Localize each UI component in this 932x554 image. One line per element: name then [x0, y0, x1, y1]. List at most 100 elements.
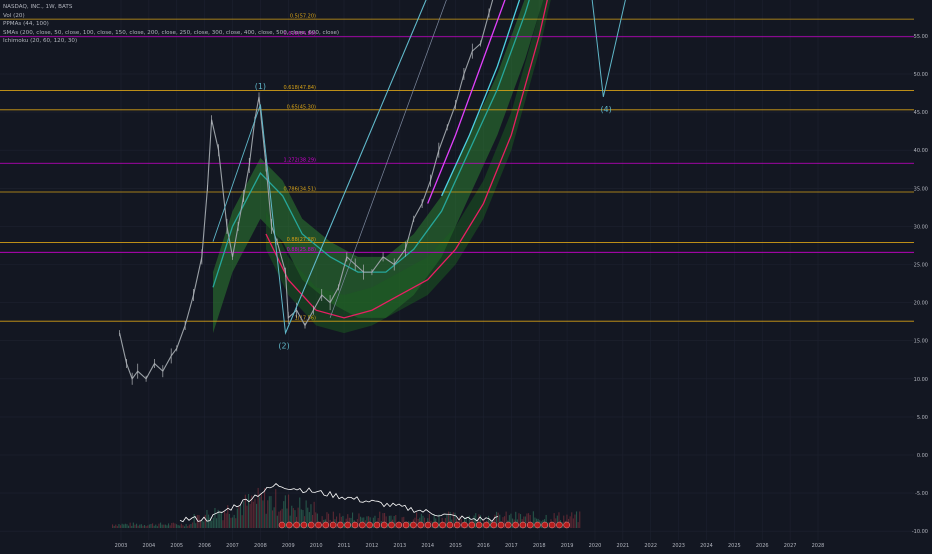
- volume-bar: [150, 523, 152, 528]
- volume-bar: [148, 524, 150, 528]
- volume-bar: [140, 524, 142, 528]
- event-marker: [380, 521, 388, 529]
- volume-bar: [416, 512, 418, 528]
- indicator-smas[interactable]: SMAs (200, close, 50, close, 100, close,…: [3, 29, 340, 36]
- event-marker: [461, 521, 468, 529]
- volume-bar: [171, 522, 173, 528]
- indicator-ppmas[interactable]: PPMAs (44, 100): [3, 21, 49, 28]
- volume-bar: [257, 487, 259, 528]
- x-tick-label: 2024: [700, 543, 713, 549]
- volume-bar: [446, 514, 448, 528]
- volume-bar: [264, 488, 266, 528]
- event-marker: [307, 521, 315, 529]
- x-tick-label: 2016: [477, 543, 490, 549]
- event-marker: [373, 521, 381, 529]
- event-marker: [410, 521, 417, 529]
- y-tick-label: 0.00: [917, 453, 928, 459]
- x-tick-label: 2026: [756, 543, 769, 549]
- volume-bar: [512, 518, 514, 528]
- volume-bar: [212, 517, 214, 528]
- volume-bar: [459, 516, 461, 528]
- volume-bar: [168, 523, 170, 528]
- volume-bar: [248, 493, 250, 528]
- volume-bar: [260, 493, 262, 528]
- volume-bar: [225, 513, 227, 528]
- trend-line: [329, 0, 447, 318]
- volume-bar: [524, 516, 526, 528]
- volume-bar: [203, 521, 205, 528]
- volume-bar: [545, 514, 547, 528]
- volume-bar: [180, 523, 182, 528]
- volume-bar: [227, 505, 229, 528]
- volume-bar: [137, 525, 139, 528]
- volume-bar: [401, 517, 403, 528]
- volume-bar: [577, 522, 579, 528]
- x-tick-label: 2003: [115, 543, 128, 549]
- volume-bar: [478, 514, 480, 528]
- event-marker: [446, 521, 454, 529]
- y-tick-label: -5.00: [915, 491, 928, 497]
- volume-bar: [505, 511, 507, 528]
- fib-level-label: 0.5(57.20): [290, 14, 316, 20]
- x-tick-label: 2021: [616, 543, 629, 549]
- volume-bar: [281, 508, 283, 528]
- volume-bar: [273, 507, 275, 528]
- ichimoku-cloud: [213, 0, 551, 334]
- volume-bar: [188, 524, 190, 528]
- volume-bar: [504, 516, 506, 528]
- cloud-band: [265, 0, 551, 334]
- volume-bar: [249, 503, 251, 528]
- volume-bar: [160, 522, 162, 528]
- volume-bar: [220, 511, 222, 528]
- volume-bar: [120, 525, 122, 528]
- wave-segment: [212, 104, 261, 242]
- fib-level-label: 0.618(54.89): [283, 31, 316, 37]
- volume-bar: [214, 507, 216, 528]
- volume-bar: [336, 516, 338, 528]
- volume-bar: [254, 498, 256, 528]
- event-marker: [432, 521, 439, 529]
- volume-bar: [124, 523, 126, 528]
- volume-bar: [291, 505, 293, 528]
- volume-bar: [433, 514, 435, 528]
- volume-bar: [316, 513, 318, 528]
- volume-bar: [222, 520, 224, 528]
- fib-level-label: 1.272(38.29): [283, 158, 316, 164]
- volume-bar: [388, 515, 390, 528]
- volume-ma-line: [179, 483, 499, 523]
- indicator-ichimoku[interactable]: Ichimoku (20, 60, 120, 30): [3, 38, 78, 45]
- volume-bar: [342, 515, 344, 528]
- volume-bar: [393, 516, 395, 528]
- volume-bar: [228, 514, 230, 528]
- moving-average-line: [441, 0, 521, 197]
- volume-bar: [332, 511, 334, 528]
- y-tick-label: 45.00: [914, 110, 928, 116]
- volume-bar: [499, 514, 501, 528]
- volume-bar: [236, 508, 238, 528]
- volume-bar: [195, 523, 197, 528]
- volume-bar: [307, 507, 309, 528]
- volume-bar: [302, 510, 304, 528]
- volume-bar: [182, 525, 184, 528]
- volume-bar: [112, 524, 114, 528]
- volume-bar: [190, 524, 192, 528]
- volume-bar: [448, 511, 450, 528]
- volume-bar: [403, 516, 405, 528]
- volume-bar: [230, 517, 232, 528]
- x-tick-label: 2010: [310, 543, 323, 549]
- volume-bar: [366, 516, 368, 528]
- x-tick-label: 2007: [226, 543, 239, 549]
- volume-bar: [382, 513, 384, 528]
- volume-bar: [134, 524, 136, 528]
- indicator-volume[interactable]: Vol (20): [3, 12, 25, 19]
- volume-bar: [384, 513, 386, 528]
- volume-bar: [540, 521, 542, 528]
- volume-bar: [132, 522, 134, 528]
- volume-bar: [556, 515, 558, 528]
- x-tick-label: 2004: [143, 543, 156, 549]
- event-marker: [417, 521, 424, 529]
- volume-bar: [144, 524, 146, 528]
- volume-bar: [326, 512, 328, 528]
